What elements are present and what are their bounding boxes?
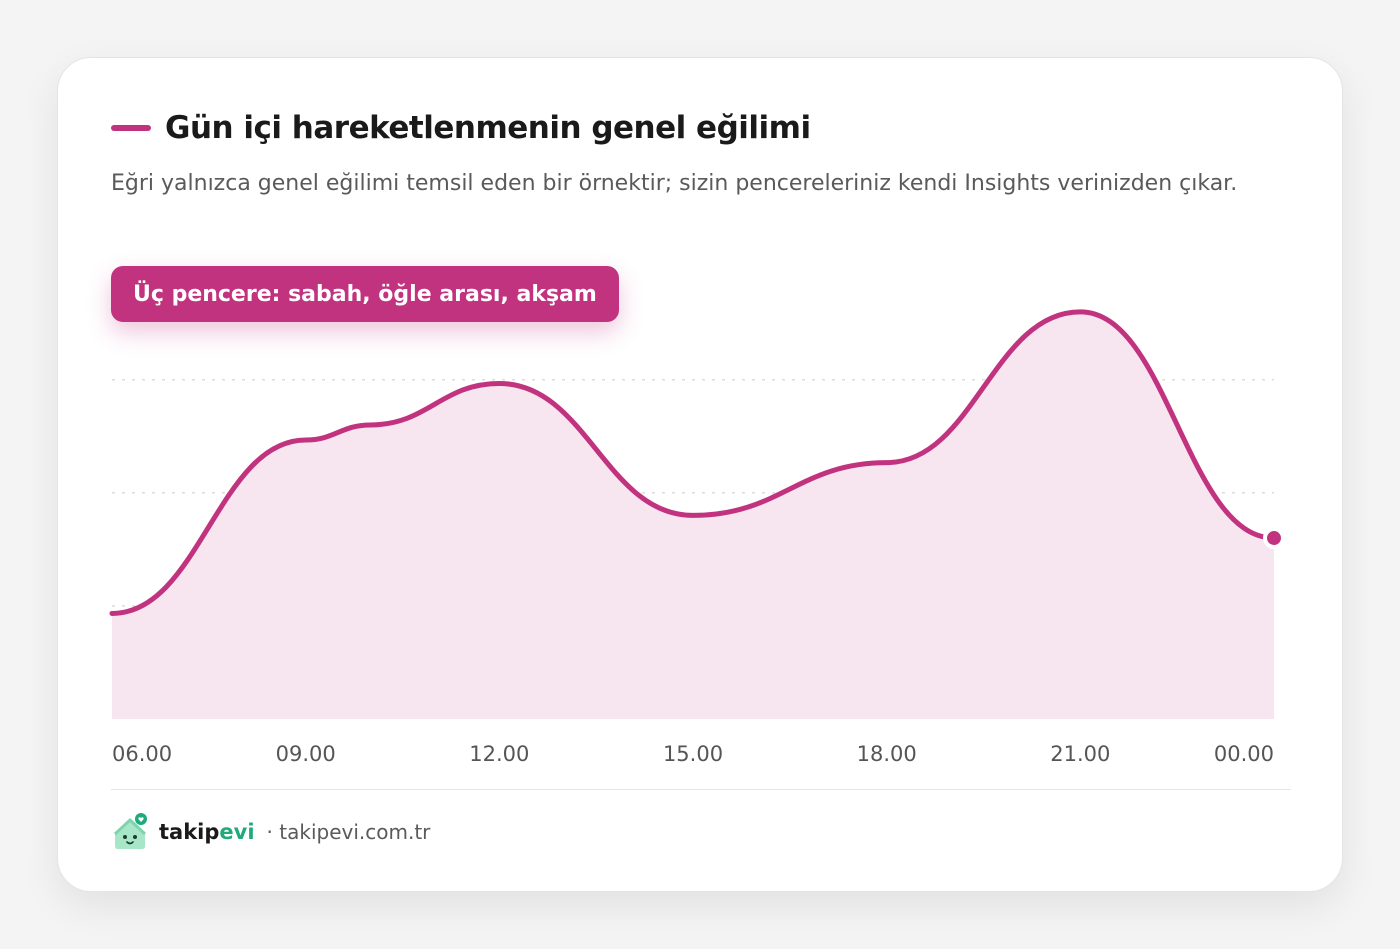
x-axis-ticks: 06.00 09.00 12.00 15.00 18.00 21.00 00.00 xyxy=(112,742,1274,766)
brand-part1: takip xyxy=(159,820,220,844)
x-tick-label: 18.00 xyxy=(857,742,917,766)
x-tick-label: 15.00 xyxy=(663,742,723,766)
x-tick-label: 00.00 xyxy=(1214,742,1274,766)
end-point-marker xyxy=(1263,527,1285,550)
x-tick-label: 12.00 xyxy=(469,742,529,766)
footer-divider xyxy=(111,789,1291,790)
area-fill xyxy=(112,311,1274,719)
title-row: Gün içi hareketlenmenin genel eğilimi xyxy=(111,108,811,148)
windows-badge: Üç pencere: sabah, öğle arası, akşam xyxy=(111,266,619,322)
chart-card: Gün içi hareketlenmenin genel eğilimi Eğ… xyxy=(57,57,1343,892)
brand-part2: evi xyxy=(219,820,255,844)
house-mascot-icon xyxy=(113,813,147,849)
footer: takipevi · takipevi.com.tr xyxy=(111,812,430,852)
x-tick-label: 21.00 xyxy=(1050,742,1110,766)
brand-domain: · takipevi.com.tr xyxy=(266,820,431,844)
x-tick-label: 09.00 xyxy=(276,742,336,766)
chart-subtitle: Eğri yalnızca genel eğilimi temsil eden … xyxy=(111,171,1238,196)
x-tick-label: 06.00 xyxy=(112,742,172,766)
trend-line xyxy=(109,309,1277,616)
area-chart: 06.00 09.00 12.00 15.00 18.00 21.00 00.00 xyxy=(109,309,1285,766)
brand-name: takipevi xyxy=(159,820,255,844)
legend-line-icon xyxy=(111,125,151,131)
chart-title: Gün içi hareketlenmenin genel eğilimi xyxy=(165,110,811,146)
